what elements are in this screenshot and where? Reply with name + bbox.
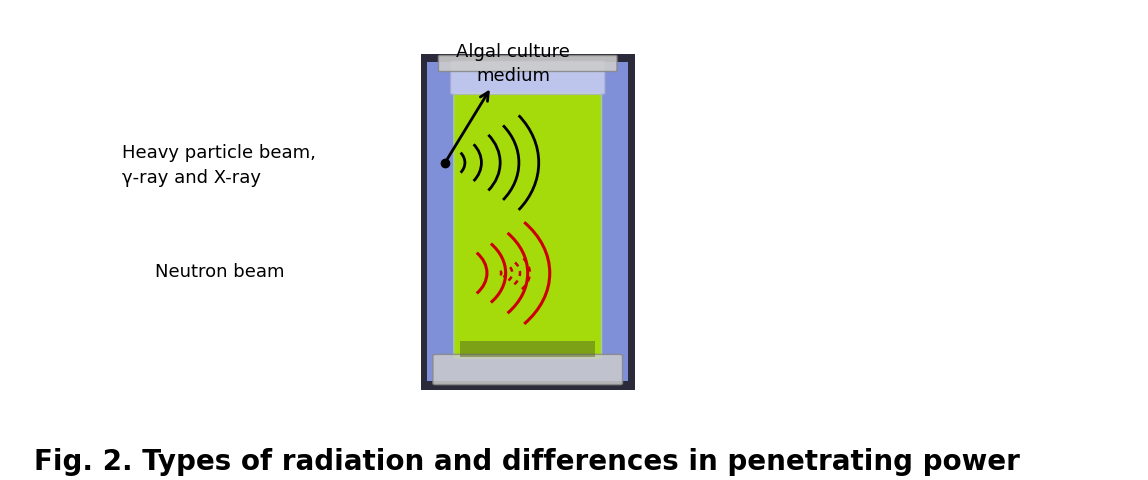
FancyBboxPatch shape [427,63,628,382]
Text: Heavy particle beam,
γ-ray and X-ray: Heavy particle beam, γ-ray and X-ray [122,144,316,187]
FancyBboxPatch shape [433,355,622,385]
FancyBboxPatch shape [453,95,602,359]
FancyBboxPatch shape [439,57,616,72]
FancyBboxPatch shape [450,62,605,95]
FancyBboxPatch shape [460,341,595,357]
FancyBboxPatch shape [421,55,635,390]
Text: Fig. 2. Types of radiation and differences in penetrating power: Fig. 2. Types of radiation and differenc… [34,447,1021,475]
Text: Neutron beam: Neutron beam [155,263,285,280]
Text: Algal culture
medium: Algal culture medium [457,43,571,84]
